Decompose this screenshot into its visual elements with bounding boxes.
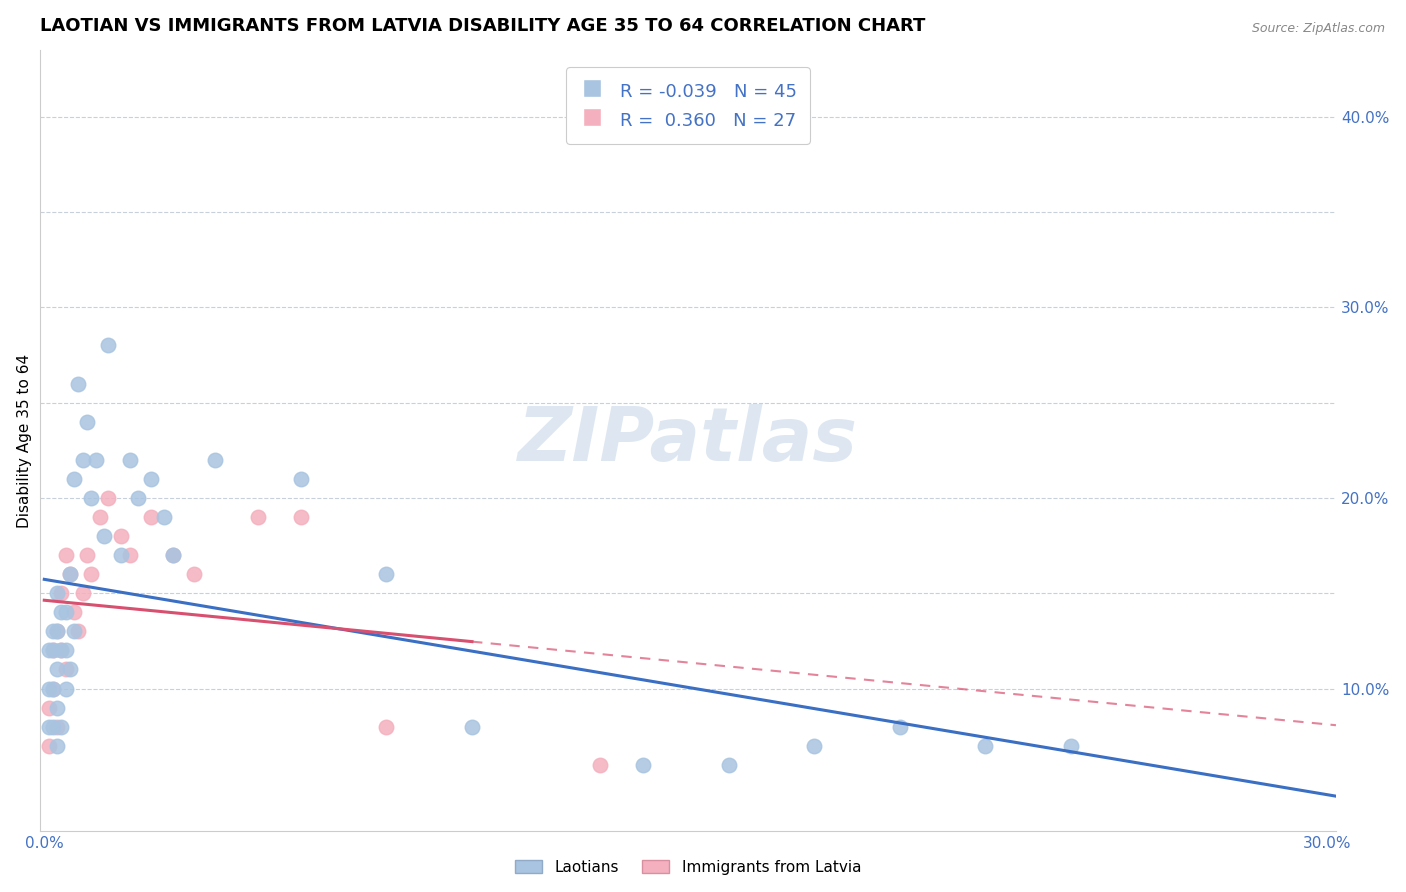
Point: [51, 643, 73, 657]
Point: [110, 529, 132, 543]
Point: [97, 491, 120, 505]
Point: [589, 757, 612, 772]
Point: [42, 681, 65, 696]
Point: [162, 548, 184, 562]
Point: [67, 376, 90, 391]
Point: [153, 510, 176, 524]
Point: [183, 567, 205, 582]
Point: [55, 681, 77, 696]
Point: [42, 720, 65, 734]
Point: [38, 643, 60, 657]
Point: [461, 720, 484, 734]
Point: [631, 757, 654, 772]
Point: [46, 624, 69, 639]
Point: [290, 510, 312, 524]
Point: [80, 491, 103, 505]
Point: [55, 605, 77, 619]
Point: [127, 491, 149, 505]
Point: [63, 472, 86, 486]
Point: [141, 472, 163, 486]
Point: [375, 720, 398, 734]
Point: [76, 548, 98, 562]
Point: [118, 548, 141, 562]
Point: [1060, 739, 1083, 753]
Text: ZIPatlas: ZIPatlas: [517, 404, 858, 477]
Point: [63, 605, 86, 619]
Point: [93, 529, 115, 543]
Point: [55, 643, 77, 657]
Point: [46, 624, 69, 639]
Point: [141, 510, 163, 524]
Point: [59, 663, 82, 677]
Point: [375, 567, 398, 582]
Point: [51, 643, 73, 657]
Point: [63, 624, 86, 639]
Point: [46, 739, 69, 753]
Text: LAOTIAN VS IMMIGRANTS FROM LATVIA DISABILITY AGE 35 TO 64 CORRELATION CHART: LAOTIAN VS IMMIGRANTS FROM LATVIA DISABI…: [39, 17, 925, 35]
Point: [46, 586, 69, 600]
Text: Source: ZipAtlas.com: Source: ZipAtlas.com: [1251, 22, 1385, 36]
Point: [889, 720, 911, 734]
Point: [89, 510, 111, 524]
Point: [974, 739, 997, 753]
Point: [38, 720, 60, 734]
Point: [76, 415, 98, 429]
Point: [42, 681, 65, 696]
Point: [46, 700, 69, 714]
Point: [42, 643, 65, 657]
Point: [46, 720, 69, 734]
Legend: Laotians, Immigrants from Latvia: Laotians, Immigrants from Latvia: [508, 852, 869, 882]
Point: [97, 338, 120, 352]
Point: [84, 453, 107, 467]
Point: [38, 739, 60, 753]
Point: [51, 586, 73, 600]
Point: [55, 548, 77, 562]
Point: [80, 567, 103, 582]
Point: [204, 453, 226, 467]
Point: [38, 681, 60, 696]
Point: [72, 453, 94, 467]
Point: [46, 663, 69, 677]
Point: [51, 720, 73, 734]
Point: [162, 548, 184, 562]
Y-axis label: Disability Age 35 to 64: Disability Age 35 to 64: [17, 354, 32, 528]
Point: [59, 567, 82, 582]
Point: [42, 624, 65, 639]
Point: [247, 510, 270, 524]
Point: [67, 624, 90, 639]
Point: [55, 663, 77, 677]
Point: [717, 757, 740, 772]
Point: [51, 605, 73, 619]
Point: [59, 567, 82, 582]
Point: [290, 472, 312, 486]
Point: [42, 643, 65, 657]
Point: [38, 700, 60, 714]
Point: [118, 453, 141, 467]
Point: [110, 548, 132, 562]
Point: [803, 739, 825, 753]
Point: [72, 586, 94, 600]
